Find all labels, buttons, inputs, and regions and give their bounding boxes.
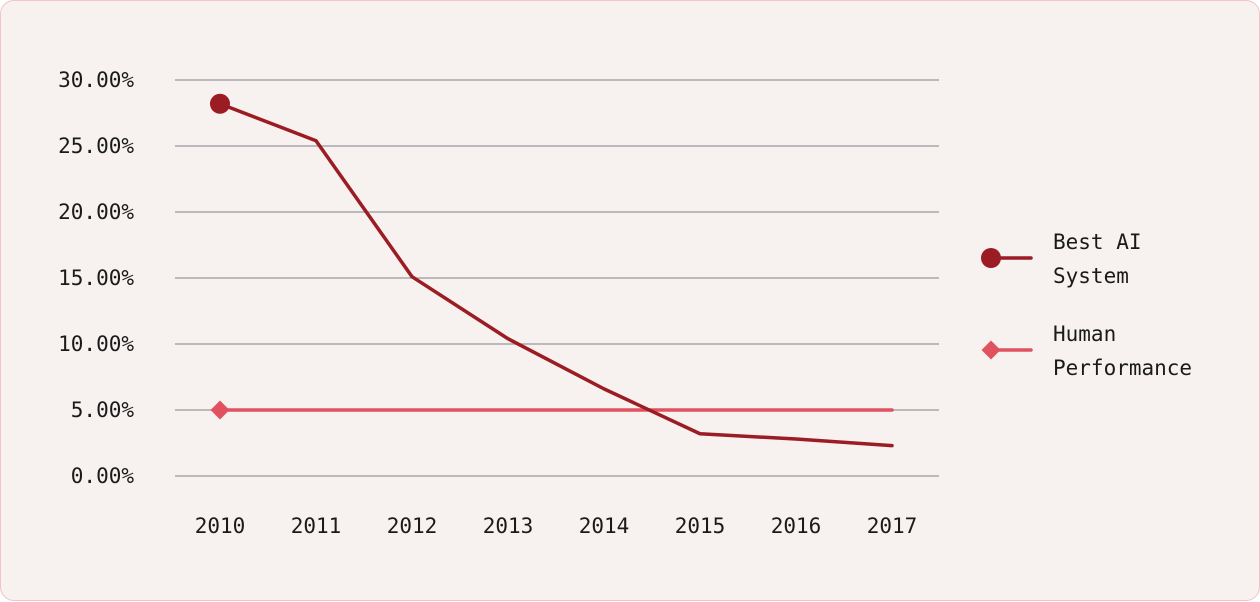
legend-marker-diamond <box>981 340 1001 360</box>
series-lines <box>210 93 894 448</box>
y-tick-label: 25.00% <box>58 134 134 158</box>
legend-label: System <box>1053 264 1129 288</box>
x-tick-label: 2016 <box>771 514 822 538</box>
legend: Best AI System Human Performance <box>981 230 1192 380</box>
series-marker-diamond <box>210 400 230 420</box>
legend-label: Human <box>1053 322 1116 346</box>
legend-label: Best AI <box>1053 230 1142 254</box>
y-axis-ticks: 0.00% 5.00% 10.00% 15.00% 20.00% 25.00% 30.00% <box>58 68 134 488</box>
y-tick-label: 5.00% <box>71 398 135 422</box>
x-tick-label: 2010 <box>195 514 246 538</box>
y-tick-label: 10.00% <box>58 332 134 356</box>
y-tick-label: 30.00% <box>58 68 134 92</box>
x-axis-ticks: 2010 2011 2012 2013 2014 2015 2016 2017 <box>195 514 918 538</box>
y-tick-label: 0.00% <box>71 464 135 488</box>
y-tick-label: 15.00% <box>58 266 134 290</box>
x-tick-label: 2013 <box>483 514 534 538</box>
legend-item-best-ai-system: Best AI System <box>981 230 1142 288</box>
legend-label: Performance <box>1053 356 1192 380</box>
legend-item-human-performance: Human Performance <box>981 322 1192 380</box>
y-tick-label: 20.00% <box>58 200 134 224</box>
series-line-best-ai-system <box>218 102 894 448</box>
x-tick-label: 2012 <box>387 514 438 538</box>
legend-marker-circle <box>981 248 1001 268</box>
x-tick-label: 2014 <box>579 514 630 538</box>
series-marker-circle <box>210 93 230 114</box>
x-tick-label: 2015 <box>675 514 726 538</box>
x-tick-label: 2011 <box>291 514 342 538</box>
x-tick-label: 2017 <box>867 514 918 538</box>
gridlines <box>175 79 939 477</box>
